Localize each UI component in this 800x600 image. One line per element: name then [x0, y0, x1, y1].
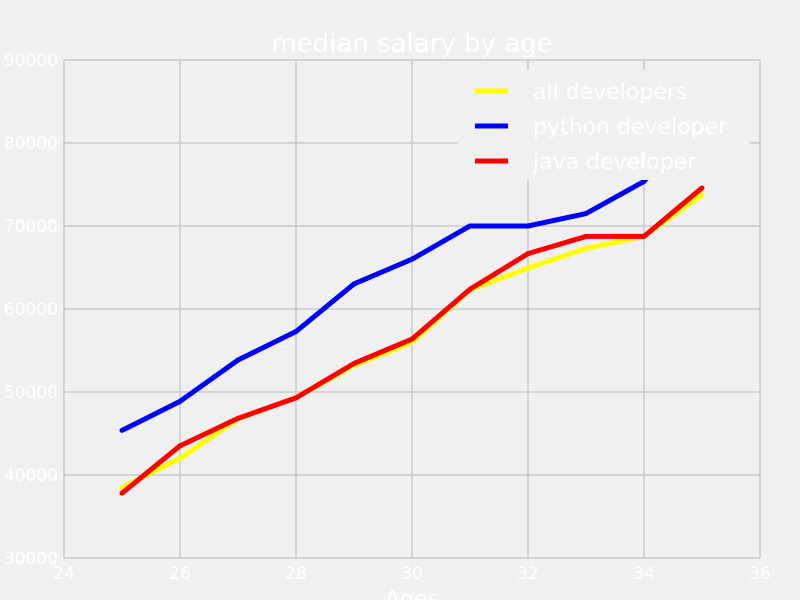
data-point	[525, 265, 531, 271]
x-tick-label: 28	[285, 564, 307, 584]
data-point	[525, 223, 531, 229]
legend-label: python developer	[533, 115, 728, 140]
x-tick-label: 32	[517, 564, 539, 584]
y-tick-label: 90000	[4, 51, 58, 71]
y-tick-label: 50000	[4, 383, 58, 403]
data-point	[293, 329, 299, 335]
x-tick-label: 34	[633, 564, 655, 584]
data-point	[351, 360, 357, 366]
data-point	[699, 192, 705, 198]
data-point	[235, 415, 241, 421]
data-point	[641, 233, 647, 239]
data-point	[119, 490, 125, 496]
legend: all developers python developer java devel…	[458, 70, 750, 180]
data-point	[235, 357, 241, 363]
x-tick-label: 26	[169, 564, 191, 584]
x-axis-label: Ages	[385, 587, 439, 600]
data-point	[467, 286, 473, 292]
data-point	[177, 455, 183, 461]
data-point	[409, 336, 415, 342]
legend-label: all developers	[533, 80, 687, 105]
data-point	[177, 398, 183, 404]
data-point	[583, 233, 589, 239]
y-tick-label: 30000	[4, 549, 58, 569]
data-point	[583, 211, 589, 217]
data-point	[699, 185, 705, 191]
data-point	[583, 245, 589, 251]
data-point	[525, 251, 531, 257]
x-tick-label: 24	[53, 564, 75, 584]
x-tick-label: 30	[401, 564, 423, 584]
data-point	[467, 223, 473, 229]
y-tick-label: 80000	[4, 134, 58, 154]
series-lines	[119, 110, 705, 496]
data-point	[119, 427, 125, 433]
legend-label: java developer	[532, 150, 697, 175]
x-tick-label: 36	[749, 564, 771, 584]
y-tick-labels: 30000 40000 50000 60000 70000 80000 90000	[4, 51, 58, 569]
data-point	[641, 178, 647, 184]
data-point	[293, 395, 299, 401]
chart-title: median salary by age	[271, 29, 552, 59]
data-point	[177, 443, 183, 449]
y-tick-label: 70000	[4, 217, 58, 237]
data-point	[351, 281, 357, 287]
x-tick-labels: 24 26 28 30 32 34 36	[53, 564, 771, 584]
data-point	[409, 256, 415, 262]
data-point	[119, 484, 125, 490]
y-tick-label: 40000	[4, 466, 58, 486]
y-tick-label: 60000	[4, 300, 58, 320]
